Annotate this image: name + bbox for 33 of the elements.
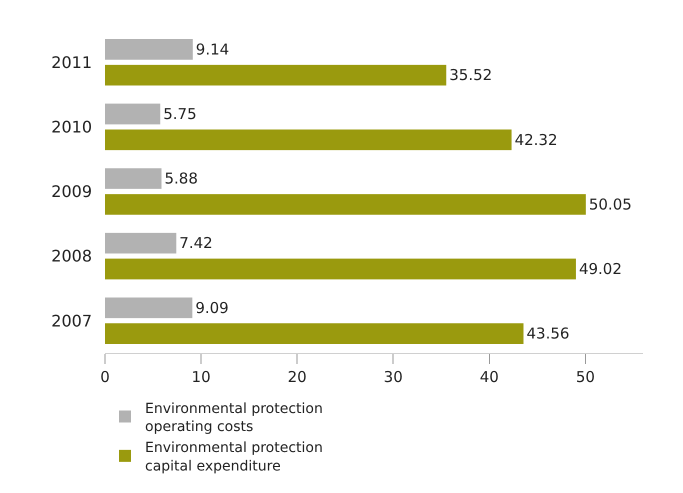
legend-label: Environmental protection operating costs [145, 400, 323, 436]
x-tick-label: 0 [100, 368, 110, 386]
data-label: 9.09 [195, 298, 229, 317]
data-label: 5.88 [164, 170, 198, 188]
bar [105, 168, 162, 189]
data-label: 9.14 [196, 40, 230, 58]
data-label: 49.02 [578, 260, 622, 278]
y-tick-label: 2009 [51, 182, 92, 202]
bar [105, 323, 524, 344]
x-tick-label: 40 [480, 368, 499, 386]
x-tick-label: 50 [576, 368, 595, 386]
data-label: 5.75 [163, 104, 197, 123]
data-label: 35.52 [449, 66, 492, 84]
bar [105, 129, 512, 150]
bar [105, 104, 160, 124]
bar [105, 39, 193, 60]
y-tick-label: 2011 [51, 52, 92, 72]
y-tick-label: 2007 [51, 311, 92, 330]
bar [105, 194, 586, 215]
bar [105, 232, 176, 254]
bar [105, 64, 446, 86]
y-tick-label: 2010 [51, 118, 92, 136]
y-tick-label: 2008 [51, 246, 92, 266]
bar [105, 258, 576, 280]
data-label: 50.05 [588, 195, 632, 214]
x-tick-label: 20 [288, 368, 307, 386]
x-tick-label: 30 [384, 368, 403, 386]
legend-label: Environmental protection capital expenditure [145, 440, 323, 474]
data-label: 7.42 [179, 234, 213, 252]
data-label: 43.56 [526, 324, 570, 343]
data-label: 42.32 [514, 130, 558, 149]
bar [105, 297, 192, 318]
x-tick-label: 10 [192, 368, 211, 386]
